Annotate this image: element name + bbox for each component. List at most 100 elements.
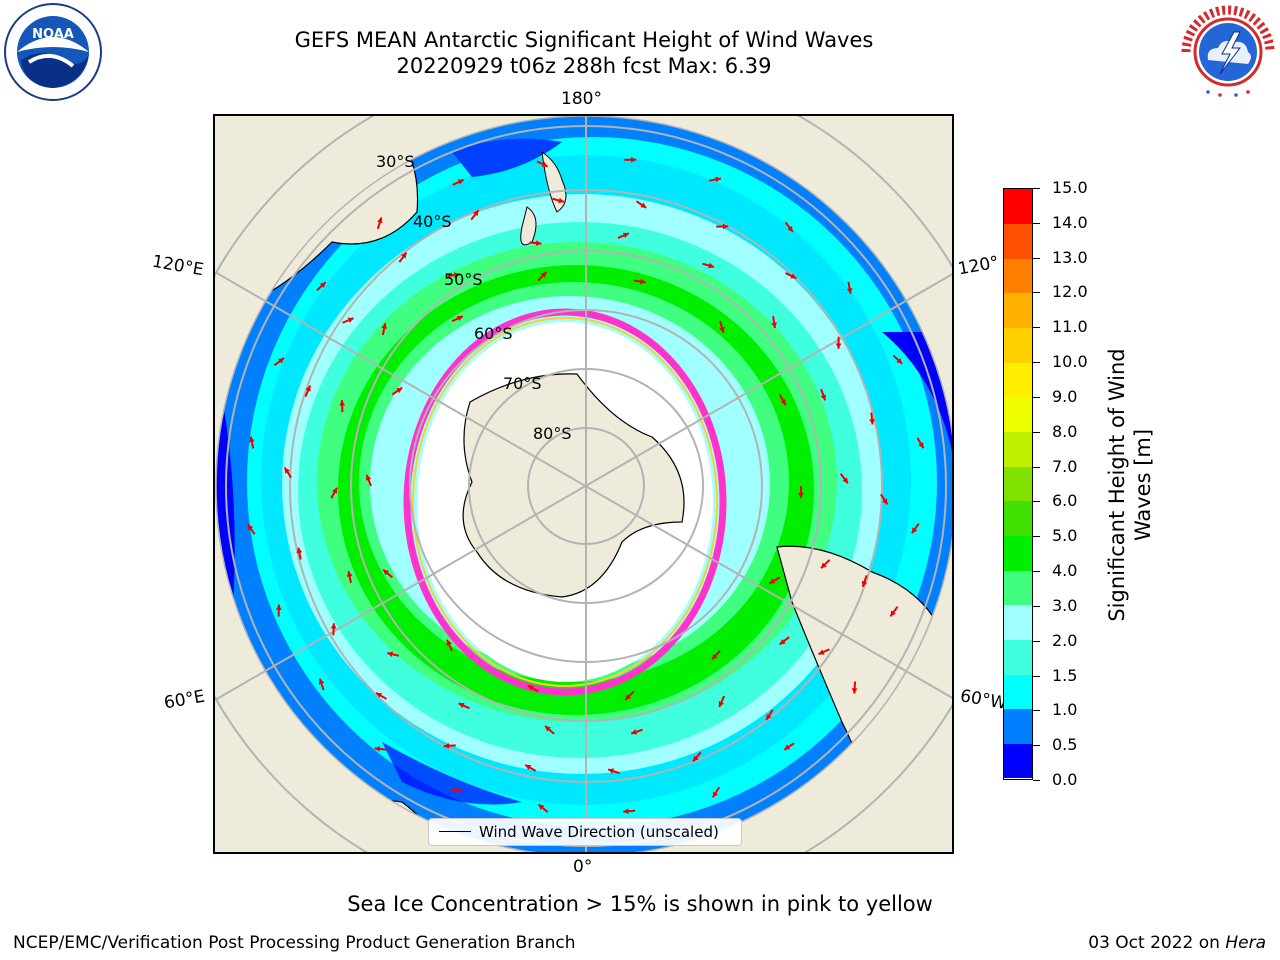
colorbar-tick [1033, 396, 1040, 398]
lat-label-60s: 60°S [474, 324, 513, 343]
wave-direction-arrowhead [296, 547, 303, 554]
colorbar-segment [1004, 570, 1032, 606]
lon-label-60e: 60°E [162, 686, 207, 714]
wave-direction-arrowhead [456, 315, 463, 322]
legend-line-icon [439, 831, 471, 832]
colorbar-segment [1004, 258, 1032, 294]
lon-label-60w: 60°W [958, 686, 1009, 714]
colorbar-tick [1033, 327, 1040, 329]
lat-label-40s: 40°S [413, 212, 452, 231]
colorbar-tick-label: 14.0 [1052, 212, 1088, 232]
colorbar-segment [1004, 708, 1032, 744]
wave-direction-arrowhead [623, 808, 629, 815]
map-legend: Wind Wave Direction (unscaled) [428, 818, 742, 846]
colorbar-tick [1033, 222, 1040, 224]
lat-label-30s: 30°S [376, 152, 415, 171]
colorbar-tick-label: 4.0 [1052, 561, 1078, 581]
wave-direction-arrowhead [535, 240, 542, 246]
wave-direction-arrowhead [377, 217, 383, 224]
colorbar-tick-label: 15.0 [1052, 178, 1088, 197]
colorbar-tick [1033, 640, 1040, 642]
colorbar-tick [1033, 605, 1040, 607]
colorbar-tick [1033, 710, 1040, 712]
wave-direction-arrowhead [882, 498, 888, 505]
wave-direction-arrowhead [842, 477, 848, 484]
wave-direction-arrowhead [790, 273, 797, 279]
colorbar-segment [1004, 431, 1032, 467]
wave-direction-arrowhead [275, 604, 282, 610]
colorbar-segment [1004, 189, 1032, 225]
sea-ice-note: Sea Ice Concentration > 15% is shown in … [347, 892, 933, 916]
wave-direction-arrowhead [861, 580, 868, 587]
wave-direction-arrowhead [446, 639, 452, 646]
colorbar-tick-label: 1.5 [1052, 665, 1078, 685]
colorbar-title-line1: Significant Height of Wind [1105, 348, 1129, 622]
wave-direction-arrowhead [538, 804, 545, 811]
wave-direction-arrowhead [525, 764, 532, 770]
wave-direction-arrowhead [712, 791, 719, 798]
footer-date: 03 Oct 2022 on Hera [1088, 933, 1266, 953]
colorbar-tick-label: 7.0 [1052, 456, 1078, 476]
wave-direction-arrowhead [911, 527, 918, 534]
lon-label-180: 180° [561, 89, 602, 109]
colorbar-tick [1033, 188, 1040, 189]
colorbar-segment [1004, 639, 1032, 675]
wave-direction-arrowhead [527, 685, 534, 691]
wave-direction-arrowhead [779, 638, 786, 645]
wave-direction-arrowhead [631, 729, 638, 735]
colorbar-tick-label: 0.5 [1052, 735, 1078, 755]
colorbar-tick-label: 13.0 [1052, 247, 1088, 267]
wave-direction-arrowhead [820, 562, 827, 569]
legend-label: Wind Wave Direction (unscaled) [479, 823, 719, 841]
wave-direction-arrowhead [346, 571, 353, 577]
wave-direction-arrowhead [851, 688, 858, 694]
wave-direction-arrowhead [331, 487, 338, 494]
wave-direction-arrowhead [330, 623, 337, 629]
wave-direction-arrowhead [545, 725, 551, 732]
wind-wave-direction-arrows [246, 156, 925, 815]
colorbar-tick [1033, 536, 1040, 538]
wave-direction-arrowhead [818, 649, 825, 655]
wave-direction-arrowhead [347, 317, 354, 323]
colorbar-tick-label: 5.0 [1052, 526, 1078, 546]
wave-direction-arrowhead [249, 436, 255, 443]
wave-direction-arrowhead [339, 400, 346, 406]
colorbar-tick [1033, 431, 1040, 433]
wave-direction-arrowhead [381, 323, 388, 329]
map-subtitle: 20220929 t06z 288h fcst Max: 6.39 [396, 54, 772, 78]
wave-direction-arrowhead [396, 387, 403, 394]
wave-direction-arrowhead [640, 278, 646, 285]
colorbar-tick-label: 12.0 [1052, 282, 1088, 302]
lon-label-120e: 120°E [150, 251, 206, 281]
wave-direction-arrowhead [622, 232, 629, 239]
wave-direction-arrowhead [787, 225, 793, 232]
wave-direction-arrowhead [454, 272, 460, 279]
wave-direction-arrowhead [890, 610, 896, 617]
colorbar-tick-label: 1.0 [1052, 700, 1078, 720]
wave-direction-arrowhead [374, 746, 381, 752]
lon-label-0: 0° [573, 857, 593, 877]
wave-direction-arrowhead [451, 787, 457, 794]
colorbar-tick-label: 3.0 [1052, 595, 1078, 615]
wave-direction-arrowhead [784, 744, 791, 750]
colorbar-segment [1004, 327, 1032, 363]
wave-direction-arrowhead [305, 385, 311, 392]
colorbar-title: Significant Height of Wind Waves [m] [1060, 335, 1200, 635]
wave-direction-arrowhead [918, 442, 924, 449]
wave-direction-arrowhead [846, 288, 853, 294]
svg-text:NOAA: NOAA [32, 27, 74, 42]
national-weather-service-logo-icon [1180, 4, 1276, 100]
wave-direction-arrowhead [247, 524, 254, 531]
colorbar-tick-label: 11.0 [1052, 317, 1088, 337]
wave-direction-arrowhead [692, 755, 699, 762]
colorbar-tick-label: 2.0 [1052, 630, 1078, 650]
colorbar-tick [1033, 292, 1040, 294]
wave-direction-arrowhead [715, 176, 721, 183]
longitude-gridlines [215, 116, 952, 852]
colorbar-segment [1004, 674, 1032, 710]
wave-direction-arrowhead [780, 399, 786, 406]
wave-direction-arrowhead [278, 358, 285, 364]
colorbar-segment [1004, 535, 1032, 571]
wave-direction-arrowhead [640, 202, 647, 208]
wave-direction-arrowhead [319, 282, 326, 288]
